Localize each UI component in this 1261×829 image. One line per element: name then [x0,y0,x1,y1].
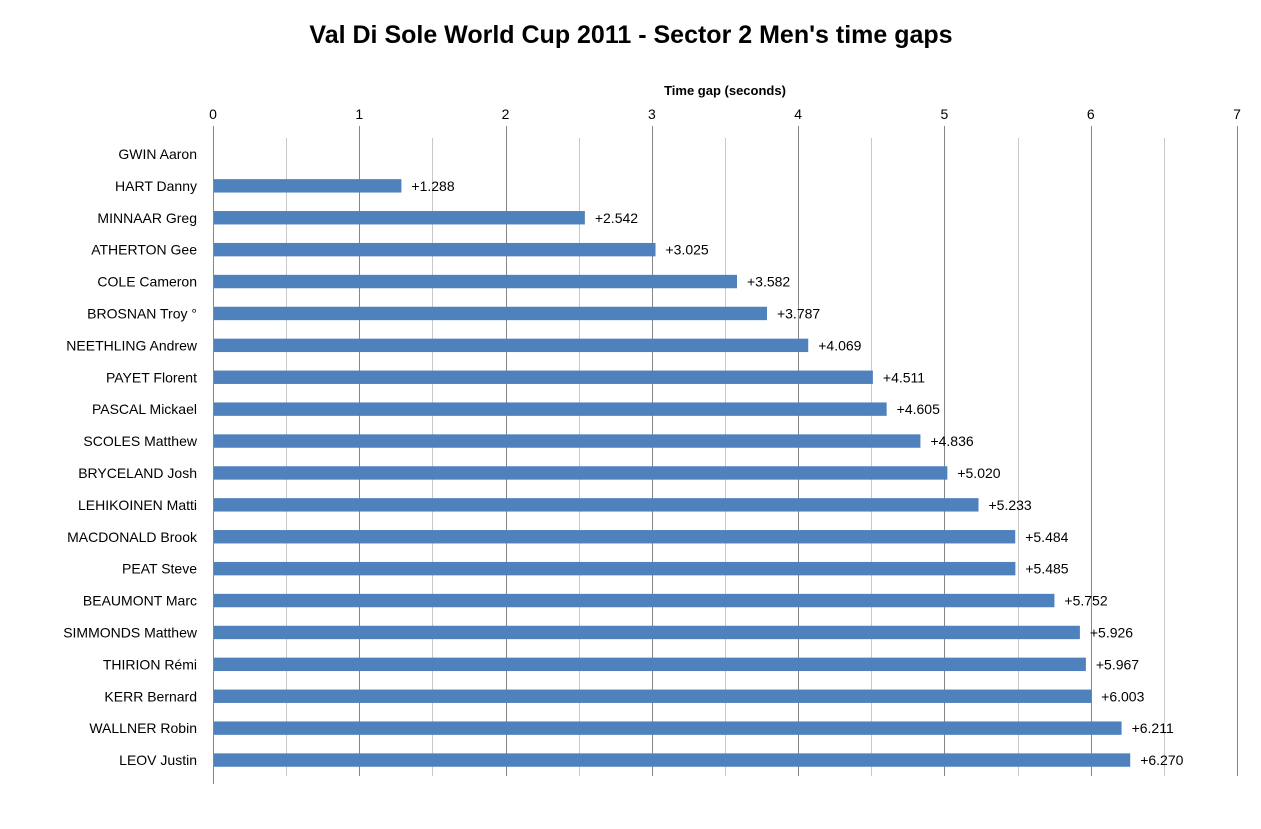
data-labels: +1.288 +2.542 +3.025 +3.582 +3.787 +4.069 +4.5… [411,178,1183,768]
category-label: ATHERTON Gee [91,242,197,258]
data-label: +5.485 [1025,561,1068,577]
x-tick-label: 1 [355,106,363,122]
bars [213,179,1131,767]
category-label: BEAUMONT Marc [83,593,197,609]
data-label: +5.484 [1025,529,1068,545]
category-label: SIMMONDS Matthew [63,624,198,640]
data-label: +6.211 [1132,720,1174,736]
chart-title: Val Di Sole World Cup 2011 - Sector 2 Me… [309,21,952,49]
category-label: PAYET Florent [106,369,197,385]
x-tick-label: 4 [794,106,802,122]
data-label: +6.003 [1101,688,1144,704]
bar [213,753,1131,767]
data-label: +2.542 [595,210,638,226]
bar [213,689,1092,703]
data-label: +1.288 [411,178,454,194]
bar [213,306,767,321]
bar [213,625,1080,640]
data-label: +5.752 [1064,593,1107,609]
category-label: PEAT Steve [122,561,197,577]
category-label: GWIN Aaron [118,146,197,162]
category-label: PASCAL Mickael [92,401,197,417]
category-label: KERR Bernard [104,688,197,704]
category-label: HART Danny [115,178,197,194]
x-tick-label: 0 [209,106,217,122]
bar [213,338,809,353]
data-label: +6.270 [1140,752,1183,768]
data-label: +4.511 [883,369,925,385]
data-label: +3.582 [747,274,790,290]
category-label: BROSNAN Troy ° [87,305,197,321]
data-label: +5.233 [989,497,1032,513]
category-label: BRYCELAND Josh [78,465,197,481]
bar [213,466,948,480]
data-label: +3.025 [666,242,709,258]
data-label: +4.605 [897,401,940,417]
x-tick-label: 5 [941,106,949,122]
category-label: LEOV Justin [119,752,197,768]
bar [213,274,737,289]
bar [213,530,1016,544]
data-label: +5.926 [1090,624,1133,640]
x-tick-label: 3 [648,106,656,122]
bar [213,657,1086,672]
category-labels: GWIN Aaron HART Danny MINNAAR Greg ATHERTON… [63,146,198,768]
data-label: +5.020 [957,465,1000,481]
category-label: LEHIKOINEN Matti [78,497,197,513]
category-label: WALLNER Robin [89,720,197,736]
data-label: +4.836 [930,433,973,449]
bar [213,402,887,416]
category-label: SCOLES Matthew [83,433,197,449]
bar [213,211,585,225]
x-tick-label: 6 [1087,106,1095,122]
category-label: THIRION Rémi [103,656,197,672]
data-label: +4.069 [818,337,861,353]
bar [213,370,873,384]
category-label: NEETHLING Andrew [66,337,198,353]
bar [213,561,1016,576]
data-label: +5.967 [1096,656,1139,672]
data-label: +3.787 [777,305,820,321]
x-tick-label: 7 [1233,106,1241,122]
bar [213,434,921,448]
category-label: COLE Cameron [97,274,197,290]
category-label: MINNAAR Greg [97,210,197,226]
bar [213,721,1122,735]
bar [213,179,402,193]
x-axis-title: Time gap (seconds) [664,83,786,98]
bar [213,498,979,512]
bar [213,593,1055,608]
x-tick-label: 2 [502,106,510,122]
x-axis-ticks: 0 1 2 3 4 5 6 7 [209,106,1241,122]
category-label: MACDONALD Brook [67,529,198,545]
bar [213,242,656,257]
